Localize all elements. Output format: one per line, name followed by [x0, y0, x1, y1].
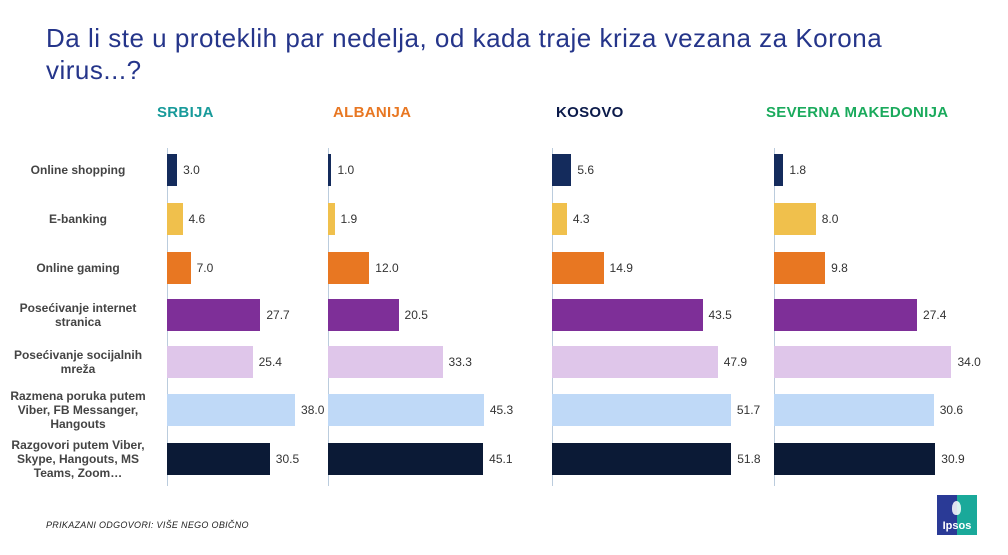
bar	[167, 394, 296, 426]
data-label: 1.8	[789, 163, 807, 177]
bar	[774, 252, 826, 284]
logo-text: Ipsos	[942, 520, 972, 532]
data-label: 51.8	[737, 452, 761, 466]
data-label: 34.0	[957, 355, 981, 369]
data-label: 47.9	[723, 355, 748, 369]
category-label: Razmena poruka putem Viber, FB Messanger…	[10, 389, 146, 431]
data-label: 27.7	[266, 308, 290, 322]
data-label: 38.0	[301, 403, 325, 417]
data-label: 45.1	[489, 452, 513, 466]
category-label: E-banking	[48, 212, 107, 226]
bar	[167, 299, 261, 331]
bar	[328, 154, 332, 186]
bar	[328, 394, 484, 426]
data-label: 4.6	[188, 212, 206, 226]
data-label: 3.0	[183, 163, 200, 177]
bar	[552, 394, 731, 426]
category-label: Online gaming	[36, 261, 120, 275]
ipsos-logo: Ipsos	[937, 495, 977, 535]
data-label: 20.5	[404, 308, 428, 322]
data-label: 5.6	[577, 163, 595, 177]
category-label: Razgovori putem Viber, Skype, Hangouts, …	[11, 438, 145, 480]
category-label: Posećivanje internet stranica	[19, 301, 137, 329]
data-label: 8.0	[821, 212, 839, 226]
bar	[774, 154, 784, 186]
bar	[328, 252, 370, 284]
data-label: 9.8	[831, 261, 848, 275]
data-label: 30.5	[275, 452, 300, 466]
data-label: 33.3	[448, 355, 472, 369]
data-label: 25.4	[258, 355, 282, 369]
bar	[328, 299, 399, 331]
category-label: Posećivanje socijalnih mreža	[13, 348, 143, 376]
bar	[328, 346, 443, 378]
bar	[167, 252, 191, 284]
data-label: 43.5	[708, 308, 732, 322]
bar	[167, 443, 270, 475]
chart-title: Da li ste u proteklih par nedelja, od ka…	[46, 23, 883, 85]
data-label: 27.4	[923, 308, 947, 322]
bar	[774, 346, 952, 378]
data-label: 4.3	[572, 212, 590, 226]
bar	[328, 203, 335, 235]
data-label: 14.9	[609, 261, 633, 275]
bar	[552, 203, 567, 235]
panel-header: SRBIJA	[157, 104, 214, 121]
bar	[552, 154, 572, 186]
bar	[774, 203, 816, 235]
bar	[774, 394, 934, 426]
bar	[552, 346, 718, 378]
bar	[167, 346, 253, 378]
data-label: 30.9	[941, 452, 965, 466]
panel-header: ALBANIJA	[333, 104, 412, 121]
category-label: Online shopping	[30, 163, 126, 177]
panel-header: SEVERNA MAKEDONIJA	[766, 104, 949, 121]
bar	[167, 203, 183, 235]
data-label: 12.0	[375, 261, 399, 275]
bar	[774, 299, 918, 331]
bar	[328, 443, 484, 475]
footer-note: PRIKAZANI ODGOVORI: VIŠE NEGO OBIČNO	[46, 520, 249, 530]
data-label: 1.9	[340, 212, 358, 226]
bar	[167, 154, 178, 186]
data-label: 7.0	[196, 261, 214, 275]
panel-header: KOSOVO	[556, 104, 624, 121]
bar	[552, 252, 604, 284]
data-label: 45.3	[489, 403, 514, 417]
data-label: 51.7	[736, 403, 761, 417]
bar	[774, 443, 936, 475]
data-label: 1.0	[337, 163, 355, 177]
data-label: 30.6	[939, 403, 964, 417]
bar	[552, 443, 732, 475]
bar	[552, 299, 703, 331]
